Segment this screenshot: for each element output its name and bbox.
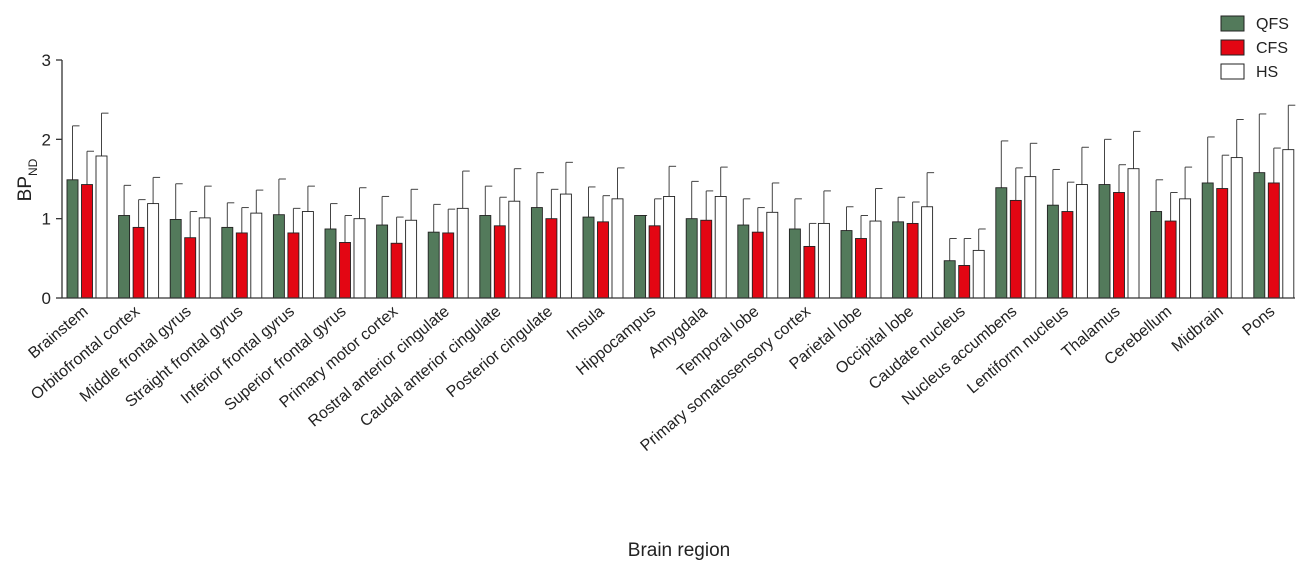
bar-qfs <box>66 179 79 299</box>
bar-cfs <box>81 184 93 299</box>
bar-qfs <box>1201 182 1214 299</box>
bar-cfs <box>700 219 713 299</box>
bar-hs <box>611 198 624 299</box>
bar-hs <box>714 196 727 299</box>
bar-cfs <box>958 265 971 299</box>
legend-label-hs: HS <box>1256 64 1278 81</box>
bar-hs <box>559 193 572 299</box>
bar-qfs <box>634 215 647 299</box>
bar-cfs <box>906 222 919 299</box>
y-axis-title: BPND <box>15 158 40 201</box>
bar-hs <box>508 200 521 299</box>
bar-qfs <box>840 230 853 299</box>
x-axis-title: Brain region <box>628 540 730 561</box>
bar-hs <box>147 203 160 299</box>
bar-cfs <box>648 225 661 299</box>
bar-qfs <box>118 215 131 299</box>
bar-qfs <box>376 224 389 299</box>
bar-cfs <box>1113 192 1125 299</box>
bar-cfs <box>1164 220 1177 299</box>
bar-hs <box>95 155 108 299</box>
bar-qfs <box>272 214 285 299</box>
bar-hs <box>353 218 366 299</box>
x-tick-label: Insula <box>564 303 608 344</box>
legend-swatch-qfs <box>1220 15 1245 32</box>
bar-qfs <box>530 207 543 299</box>
bar-cfs <box>339 242 351 299</box>
bar-qfs <box>788 228 801 299</box>
bar-hs <box>921 206 934 299</box>
bar-hs <box>301 211 314 299</box>
bar-qfs <box>892 221 905 299</box>
bar-qfs <box>943 260 956 299</box>
y-tick-label: 0 <box>42 289 51 308</box>
bar-qfs <box>995 187 1008 299</box>
bar-qfs <box>169 219 182 299</box>
bars <box>66 104 1296 299</box>
bar-cfs <box>132 226 145 299</box>
bar-hs <box>405 219 418 299</box>
bar-cfs <box>1216 188 1229 299</box>
bar-cfs <box>803 245 816 299</box>
bar-cfs <box>545 218 558 299</box>
bar-cfs <box>1061 211 1074 299</box>
bar-hs <box>1127 168 1140 299</box>
bar-qfs <box>479 215 492 299</box>
bar-qfs <box>685 218 698 299</box>
bar-qfs <box>737 224 750 299</box>
bar-qfs <box>324 228 337 299</box>
bar-hs <box>1024 176 1037 299</box>
bar-hs <box>1075 184 1088 299</box>
y-axis: 0 1 2 3 <box>42 51 63 308</box>
bar-hs <box>198 217 211 299</box>
bar-hs <box>456 207 469 299</box>
bar-hs <box>817 222 830 299</box>
bar-hs <box>1179 198 1192 299</box>
bar-hs <box>1230 157 1243 299</box>
bar-qfs <box>427 231 440 299</box>
bar-cfs <box>493 225 506 299</box>
bar-hs <box>1282 149 1295 299</box>
bar-cfs <box>442 232 455 299</box>
legend: QFS CFS HS <box>1220 15 1289 81</box>
bar-hs <box>869 220 882 299</box>
bar-qfs <box>1253 172 1266 299</box>
bar-cfs <box>184 237 197 299</box>
bar-hs <box>766 211 779 299</box>
bar-hs <box>972 249 985 299</box>
bar-hs <box>663 196 676 299</box>
legend-item-cfs: CFS <box>1220 39 1288 57</box>
legend-item-hs: HS <box>1220 63 1278 81</box>
bar-qfs <box>1098 184 1111 299</box>
legend-label-cfs: CFS <box>1256 40 1288 57</box>
y-tick-label: 3 <box>42 51 51 70</box>
legend-swatch-cfs <box>1220 39 1245 56</box>
bar-cfs <box>855 238 867 299</box>
y-axis-title-main: BP <box>15 176 36 201</box>
x-tick-label: Pons <box>1240 303 1279 339</box>
bar-hs <box>250 212 263 299</box>
bar-cfs <box>1009 199 1022 299</box>
bar-qfs <box>1150 211 1163 299</box>
legend-label-qfs: QFS <box>1256 16 1289 33</box>
bar-cfs <box>287 232 300 299</box>
bar-cfs <box>597 221 609 299</box>
bar-cfs <box>751 231 764 299</box>
legend-swatch-hs <box>1220 63 1245 80</box>
x-tick-label: Midbrain <box>1169 303 1227 355</box>
y-axis-title-subscript: ND <box>26 158 40 176</box>
bar-qfs <box>582 216 595 299</box>
bar-cfs <box>235 232 248 299</box>
bar-cfs <box>390 242 403 299</box>
bar-qfs <box>221 226 234 299</box>
y-tick-label: 1 <box>42 210 51 229</box>
y-tick-label: 2 <box>42 130 51 149</box>
bar-qfs <box>1046 204 1059 299</box>
bar-cfs <box>1267 182 1280 299</box>
legend-item-qfs: QFS <box>1220 15 1289 33</box>
